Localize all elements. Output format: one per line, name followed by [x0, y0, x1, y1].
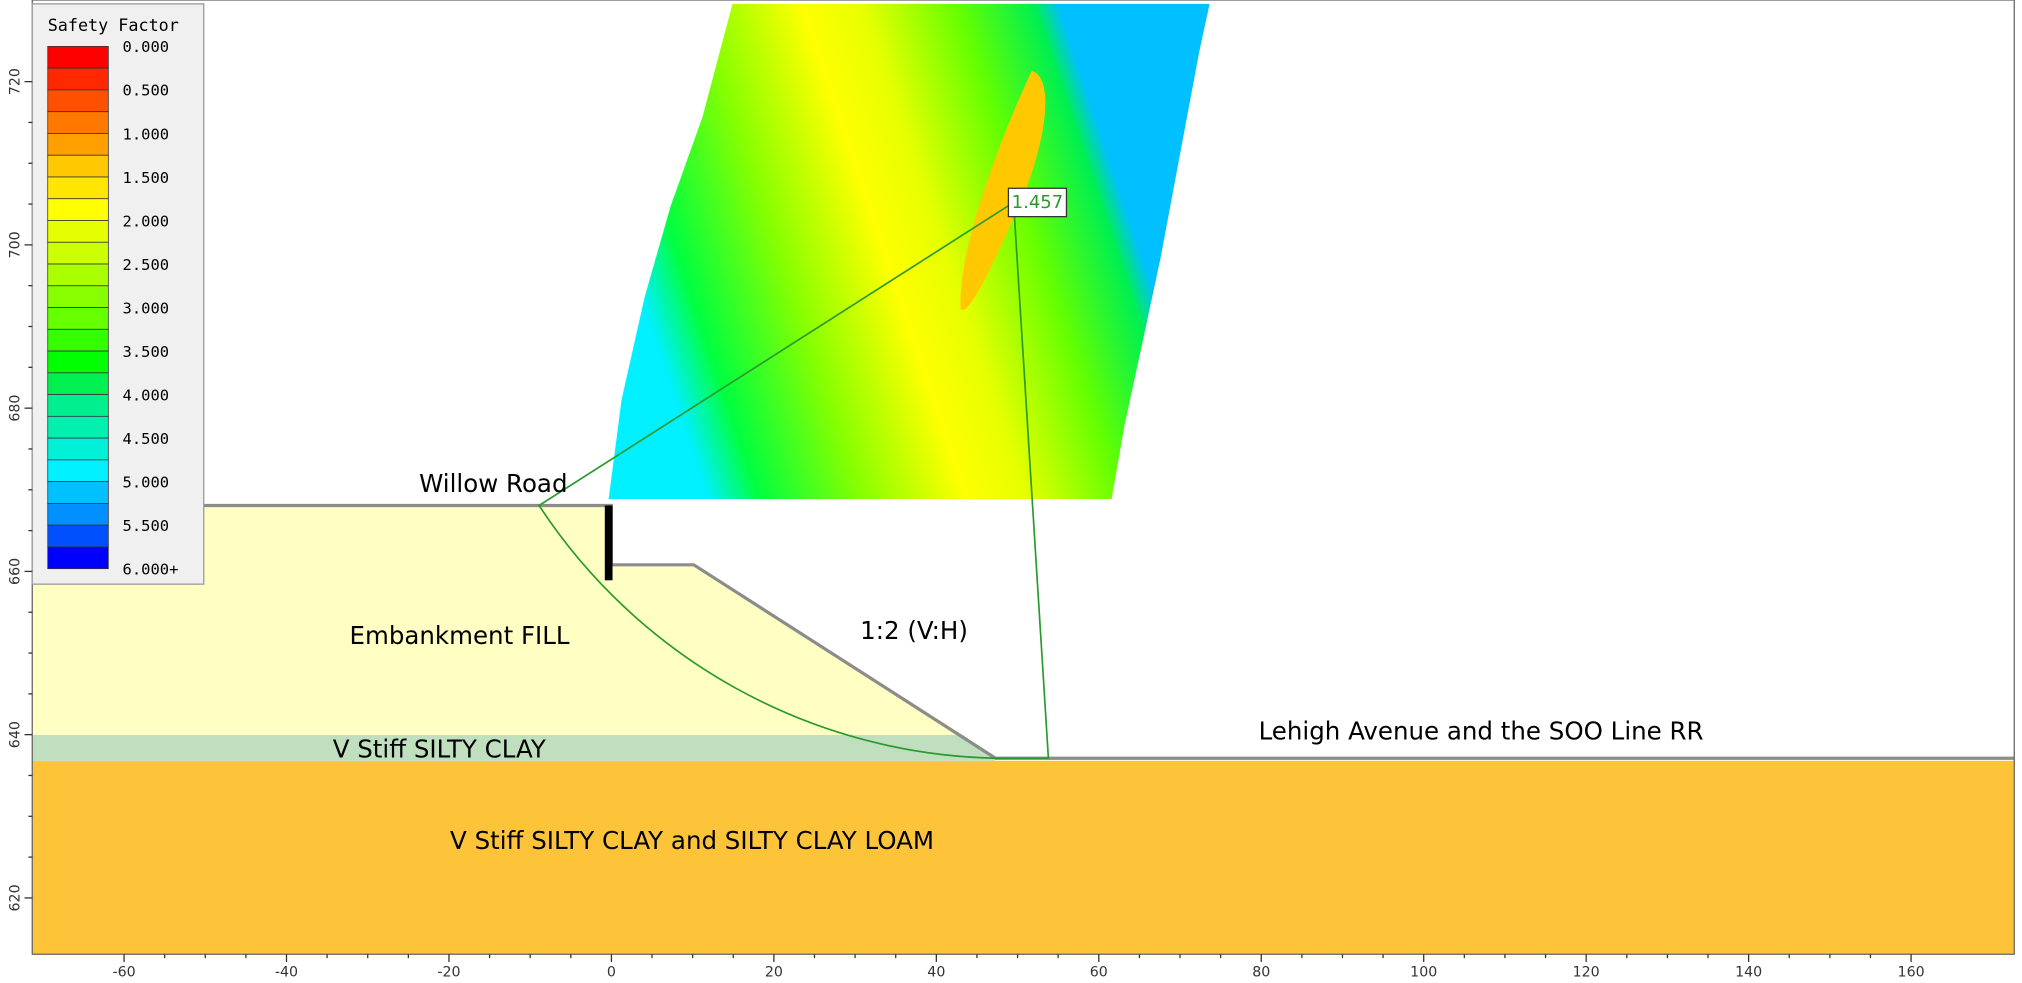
slip-surface	[537, 200, 1050, 760]
legend-swatch	[47, 524, 109, 548]
legend-label: 0.000	[123, 38, 170, 56]
ground-line	[32, 503, 2015, 760]
x-tick-label: 40	[927, 964, 945, 980]
x-tick-label: 100	[1410, 964, 1437, 980]
legend-label: 4.500	[123, 430, 170, 448]
x-tick-label: 0	[607, 964, 616, 980]
annotation: Embankment FILL	[349, 621, 569, 650]
legend-swatch	[47, 307, 109, 330]
annotation: V Stiff SILTY CLAY	[333, 734, 547, 763]
y-tick-label: 640	[7, 721, 23, 748]
legend-swatch	[47, 394, 109, 417]
legend-swatch	[47, 133, 109, 156]
legend-swatch	[47, 263, 109, 287]
legend-label: 0.500	[123, 82, 170, 100]
x-tick-label: 120	[1573, 964, 1600, 980]
legend-label: 1.000	[123, 125, 170, 143]
legend-swatch	[47, 220, 109, 243]
legend-label: 5.000	[123, 473, 170, 491]
annotation: V Stiff SILTY CLAY and SILTY CLAY LOAM	[450, 826, 934, 855]
x-tick-label: 160	[1898, 964, 1925, 980]
legend-label: 2.000	[123, 212, 170, 230]
x-tick-label: 60	[1090, 964, 1108, 980]
min-factor-box	[1007, 187, 1068, 218]
legend-swatch	[47, 437, 109, 461]
x-tick-label: -60	[112, 964, 135, 980]
min-factor-label: 1.457	[1012, 192, 1064, 213]
wall	[604, 505, 613, 581]
legend-swatch	[47, 154, 109, 178]
legend-title: Safety Factor	[48, 15, 179, 35]
legend-swatch	[47, 67, 109, 91]
annotation: 1:2 (V:H)	[860, 616, 968, 645]
legend-swatch	[47, 285, 109, 308]
legend-swatch	[47, 372, 109, 395]
legend-swatch	[47, 46, 109, 69]
legend-swatch	[47, 111, 109, 134]
y-tick-label: 700	[7, 231, 23, 258]
x-tick-label: 80	[1252, 964, 1270, 980]
legend-label: 3.500	[123, 343, 170, 361]
legend-swatch	[47, 350, 109, 374]
legend-swatch	[47, 459, 109, 483]
x-tick-label: -40	[275, 964, 298, 980]
legend-swatch	[47, 241, 109, 265]
loam-layer	[32, 760, 2015, 955]
clay-layer	[32, 735, 996, 761]
legend-label: 6.000+	[123, 560, 179, 578]
y-tick-label: 680	[7, 395, 23, 422]
annotation: Willow Road	[419, 469, 567, 498]
legend-swatch	[47, 198, 109, 221]
x-tick-label: 140	[1735, 964, 1762, 980]
contour-field	[608, 3, 1210, 500]
legend-swatch	[47, 415, 109, 439]
legend-label: 3.000	[123, 299, 170, 317]
y-tick-label: 620	[7, 884, 23, 911]
x-tick-label: -20	[437, 964, 460, 980]
y-tick-label: 660	[7, 558, 23, 585]
legend-swatch	[47, 546, 109, 570]
legend-swatch	[47, 176, 109, 200]
legend-swatch	[47, 481, 109, 504]
contour-min-zone	[960, 70, 1046, 311]
legend-swatch	[47, 328, 109, 352]
x-tick-label: 20	[765, 964, 783, 980]
legend-label: 2.500	[123, 256, 170, 274]
legend-label: 5.500	[123, 517, 170, 535]
legend-swatch	[47, 503, 109, 526]
y-tick-label: 720	[7, 68, 23, 95]
annotation: Lehigh Avenue and the SOO Line RR	[1259, 716, 1704, 745]
embankment-fill	[32, 505, 964, 736]
legend-label: 1.500	[123, 169, 170, 187]
legend-label: 4.000	[123, 386, 170, 404]
legend-swatch	[47, 89, 109, 113]
